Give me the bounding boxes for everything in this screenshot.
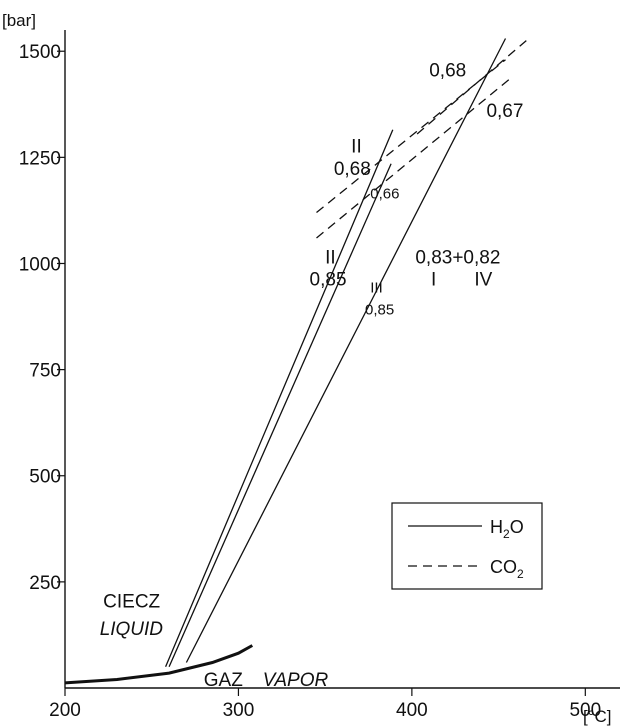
annotation-label: 0,83+0,82: [415, 247, 500, 268]
x-unit-label: [°C]: [583, 707, 612, 726]
annotation-label: III: [370, 279, 383, 296]
series-line-6: [416, 40, 527, 135]
legend-label-1: H2O: [490, 517, 524, 541]
annotation-label: LIQUID: [100, 619, 164, 640]
annotation-label: 0,68: [334, 159, 371, 180]
x-tick-label: 500: [569, 700, 601, 721]
annotation-label: 0,67: [486, 101, 523, 122]
series-line-5: [316, 76, 513, 239]
annotation-label: IV: [474, 270, 492, 291]
y-tick-label: 1250: [19, 148, 61, 169]
annotation-label: II: [351, 136, 362, 157]
legend-label-2: CO2: [490, 557, 524, 581]
annotation-label: 0,85: [365, 301, 394, 318]
annotation-label: GAZ: [204, 670, 243, 691]
annotation-label: I: [431, 270, 436, 291]
y-unit-label: [bar]: [2, 11, 36, 30]
x-tick-label: 400: [396, 700, 428, 721]
series-line-1: [165, 129, 394, 668]
annotation-label: II: [325, 247, 336, 268]
annotation-label: 0,66: [370, 186, 399, 203]
annotation-label: VAPOR: [263, 670, 329, 691]
annotation-label: CIECZ: [103, 591, 160, 612]
series-line-2: [168, 163, 392, 668]
x-tick-label: 200: [49, 700, 81, 721]
annotation-label: 0,85: [310, 270, 347, 291]
x-tick-label: 300: [223, 700, 255, 721]
series-line-7: [64, 644, 254, 685]
y-tick-label: 250: [29, 573, 61, 594]
y-tick-label: 1500: [19, 42, 61, 63]
y-tick-label: 500: [29, 467, 61, 488]
legend-box: [391, 502, 543, 590]
y-tick-label: 1000: [19, 254, 61, 275]
series-line-3: [185, 38, 507, 663]
y-tick-label: 750: [29, 361, 61, 382]
series-line-4: [316, 59, 506, 214]
annotation-label: 0,68: [429, 61, 466, 82]
